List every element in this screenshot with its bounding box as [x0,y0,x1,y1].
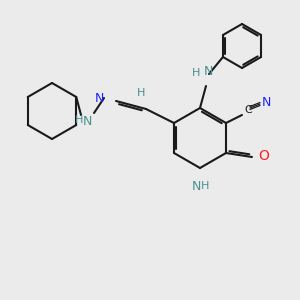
Text: N: N [82,115,92,128]
Text: N: N [94,92,104,104]
Text: H: H [201,181,209,191]
Text: H: H [75,115,83,125]
Text: H: H [137,88,145,98]
Text: N: N [192,180,201,193]
Text: O: O [258,149,269,163]
Text: C: C [244,105,252,115]
Text: N: N [204,65,213,78]
Text: N: N [262,97,272,110]
Text: H: H [192,68,200,78]
